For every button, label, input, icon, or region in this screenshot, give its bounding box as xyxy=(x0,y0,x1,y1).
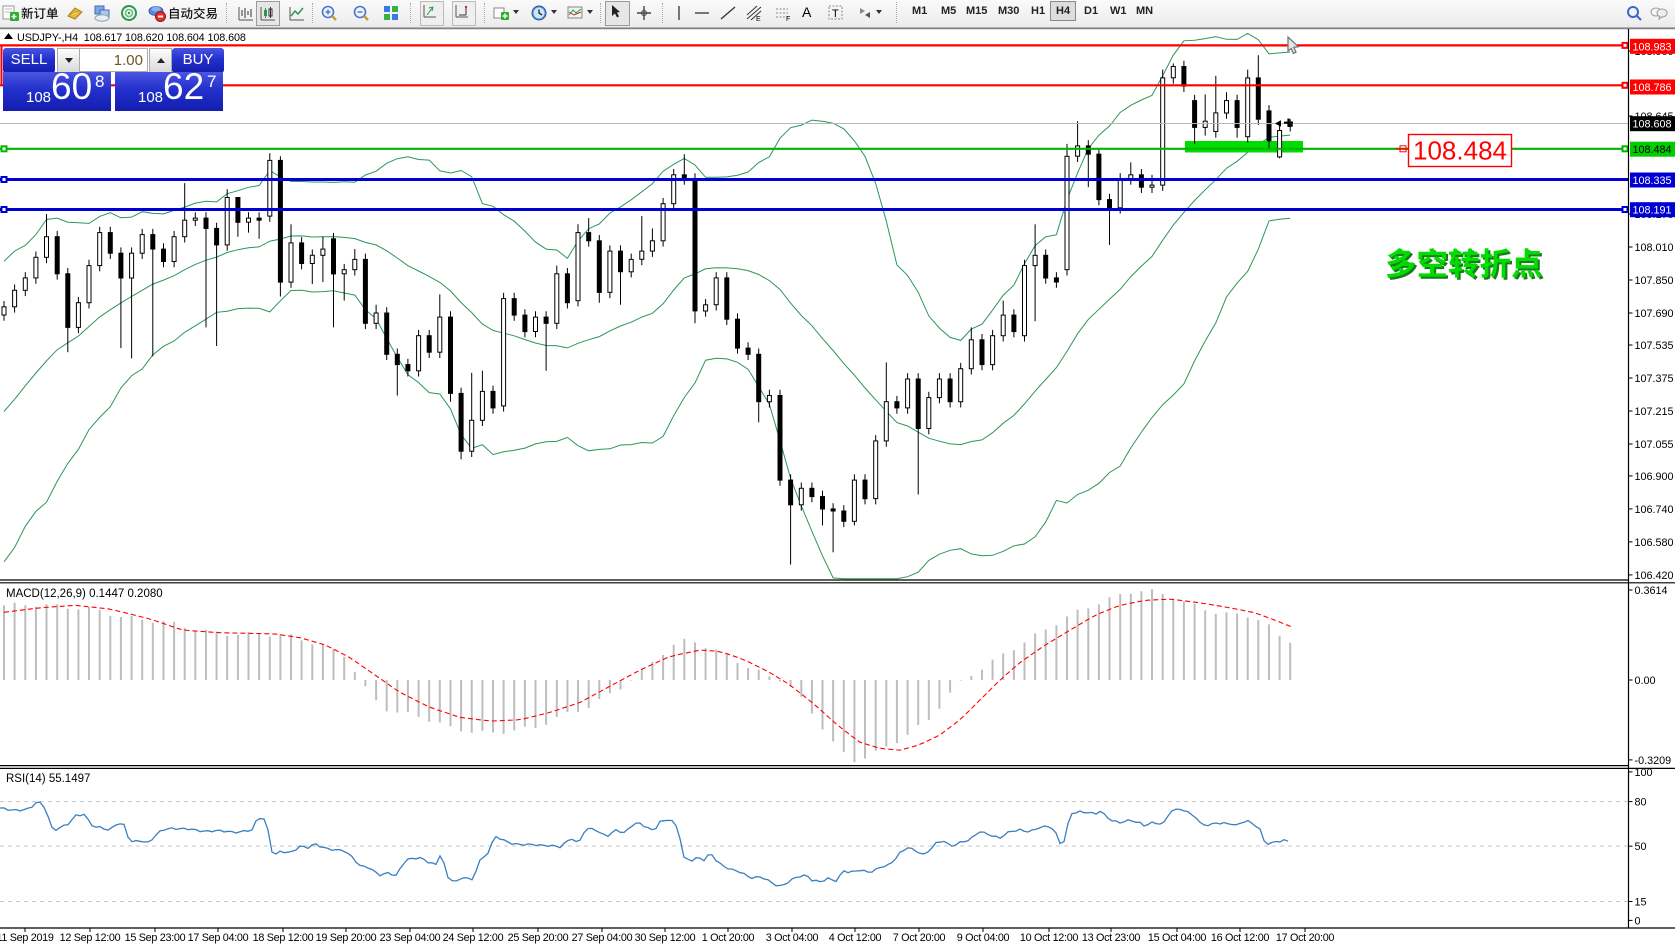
svg-text:108.010: 108.010 xyxy=(1635,242,1674,254)
svg-text:108.983: 108.983 xyxy=(1632,41,1671,53)
svg-text:E: E xyxy=(756,16,761,22)
svg-text:108.191: 108.191 xyxy=(1632,205,1671,217)
svg-text:107.055: 107.055 xyxy=(1635,439,1674,451)
svg-text:18 Sep 12:00: 18 Sep 12:00 xyxy=(253,932,314,944)
svg-text:108.335: 108.335 xyxy=(1632,175,1671,187)
svg-text:4 Oct 12:00: 4 Oct 12:00 xyxy=(829,932,882,944)
svg-text:17 Oct 20:00: 17 Oct 20:00 xyxy=(1276,932,1335,944)
svg-text:10 Oct 12:00: 10 Oct 12:00 xyxy=(1020,932,1079,944)
svg-text:80: 80 xyxy=(1635,797,1647,809)
svg-text:16 Oct 12:00: 16 Oct 12:00 xyxy=(1211,932,1270,944)
svg-text:107.375: 107.375 xyxy=(1635,373,1674,385)
svg-text:108.484: 108.484 xyxy=(1413,136,1507,166)
svg-text:15: 15 xyxy=(1635,897,1647,909)
svg-text:106.580: 106.580 xyxy=(1635,537,1674,549)
svg-text:50: 50 xyxy=(1635,841,1647,853)
svg-text:12 Sep 12:00: 12 Sep 12:00 xyxy=(60,932,121,944)
svg-text:15 Oct 04:00: 15 Oct 04:00 xyxy=(1148,932,1207,944)
svg-text:107.690: 107.690 xyxy=(1635,308,1674,320)
svg-text:13 Oct 23:00: 13 Oct 23:00 xyxy=(1082,932,1141,944)
svg-text:19 Sep 20:00: 19 Sep 20:00 xyxy=(316,932,377,944)
svg-text:108.608: 108.608 xyxy=(1632,119,1671,131)
svg-text:106.740: 106.740 xyxy=(1635,504,1674,516)
svg-text:107.850: 107.850 xyxy=(1635,275,1674,287)
svg-text:100: 100 xyxy=(1635,767,1653,779)
svg-text:108.484: 108.484 xyxy=(1632,144,1671,156)
svg-text:11 Sep 2019: 11 Sep 2019 xyxy=(0,932,54,944)
svg-text:T: T xyxy=(832,8,839,20)
svg-text:23 Sep 04:00: 23 Sep 04:00 xyxy=(380,932,441,944)
svg-text:7 Oct 20:00: 7 Oct 20:00 xyxy=(893,932,946,944)
svg-text:106.900: 106.900 xyxy=(1635,471,1674,483)
svg-text:0: 0 xyxy=(1635,915,1641,927)
svg-text:27 Sep 04:00: 27 Sep 04:00 xyxy=(572,932,633,944)
svg-text:RSI(14) 55.1497: RSI(14) 55.1497 xyxy=(6,773,90,785)
svg-text:MACD(12,26,9) 0.1447 0.2080: MACD(12,26,9) 0.1447 0.2080 xyxy=(6,588,163,600)
svg-text:F: F xyxy=(786,16,790,22)
svg-text:15 Sep 23:00: 15 Sep 23:00 xyxy=(125,932,186,944)
svg-text:108.786: 108.786 xyxy=(1632,82,1671,94)
svg-text:-0.3209: -0.3209 xyxy=(1635,755,1672,767)
svg-text:17 Sep 04:00: 17 Sep 04:00 xyxy=(188,932,249,944)
svg-text:106.420: 106.420 xyxy=(1635,570,1674,582)
svg-text:1 Oct 20:00: 1 Oct 20:00 xyxy=(702,932,755,944)
svg-text:107.215: 107.215 xyxy=(1635,406,1674,418)
svg-text:USDJPY-,H4 108.617 108.620 10: USDJPY-,H4 108.617 108.620 108.604 108.6… xyxy=(17,32,246,44)
svg-text:9 Oct 04:00: 9 Oct 04:00 xyxy=(957,932,1010,944)
svg-text:25 Sep 20:00: 25 Sep 20:00 xyxy=(508,932,569,944)
svg-text:0.3614: 0.3614 xyxy=(1635,585,1668,597)
svg-text:24 Sep 12:00: 24 Sep 12:00 xyxy=(443,932,504,944)
svg-text:107.535: 107.535 xyxy=(1635,340,1674,352)
svg-text:3 Oct 04:00: 3 Oct 04:00 xyxy=(766,932,819,944)
svg-text:30 Sep 12:00: 30 Sep 12:00 xyxy=(635,932,696,944)
svg-text:0.00: 0.00 xyxy=(1635,675,1656,687)
